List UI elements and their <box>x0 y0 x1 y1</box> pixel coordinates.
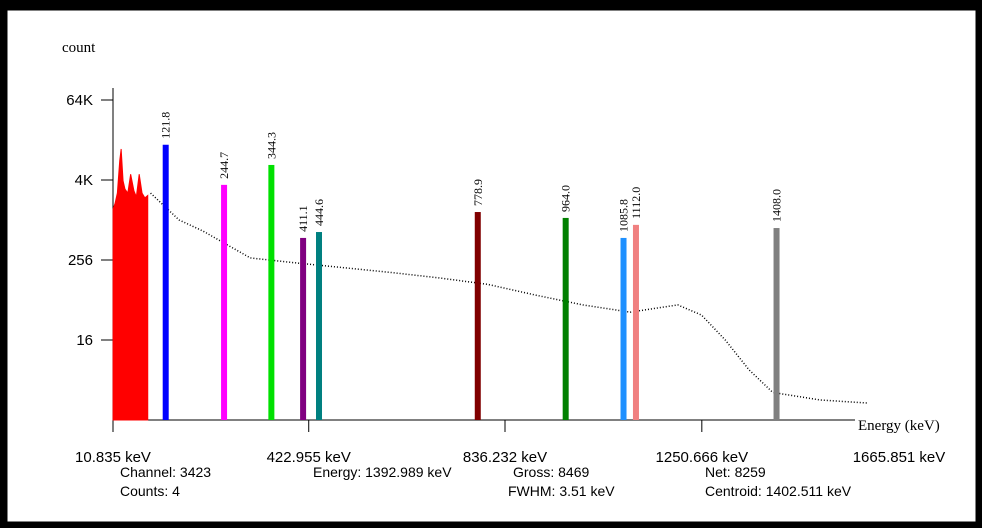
panel <box>6 9 977 523</box>
x-tick-label: 1250.666 keV <box>656 449 749 466</box>
centroid: Centroid: 1402.511 keV <box>705 483 852 499</box>
energy: Energy: 1392.989 keV <box>313 464 452 480</box>
peak <box>162 144 169 420</box>
peak <box>562 217 569 420</box>
peak <box>268 164 275 420</box>
fwhm: FWHM: 3.51 keV <box>508 483 615 499</box>
y-axis-label: count <box>62 40 96 56</box>
peak <box>620 237 627 420</box>
peak-label: 1408.0 <box>770 189 784 222</box>
counts: Counts: 4 <box>120 483 180 499</box>
peak <box>316 232 323 420</box>
x-tick-label: 422.955 keV <box>267 449 351 466</box>
peak-label: 778.9 <box>471 179 485 206</box>
peak-label: 444.6 <box>312 199 326 226</box>
peak <box>300 237 307 420</box>
peak-label: 121.8 <box>159 112 173 139</box>
peak-label: 1085.8 <box>617 199 631 232</box>
y-tick-label: 4K <box>75 172 93 189</box>
peak <box>474 212 481 420</box>
peak <box>221 184 228 420</box>
channel: Channel: 3423 <box>120 464 211 480</box>
x-tick-label: 10.835 keV <box>75 449 151 466</box>
net: Net: 8259 <box>705 464 766 480</box>
peak-label: 244.7 <box>217 152 231 179</box>
peak-label: 411.1 <box>296 205 310 232</box>
low-energy-region <box>112 148 149 421</box>
y-tick-label: 64K <box>66 92 93 109</box>
x-axis-label: Energy (keV) <box>858 418 940 434</box>
x-tick-label: 1665.851 keV <box>853 449 946 466</box>
y-tick-label: 256 <box>68 252 93 269</box>
peak <box>632 224 639 420</box>
peak-label: 964.0 <box>559 185 573 212</box>
peak-label: 344.3 <box>264 132 278 159</box>
x-tick-label: 836.232 keV <box>463 449 547 466</box>
gross: Gross: 8469 <box>513 464 589 480</box>
peak-label: 1112.0 <box>629 187 643 219</box>
peak <box>773 228 780 420</box>
y-tick-label: 16 <box>76 332 93 349</box>
